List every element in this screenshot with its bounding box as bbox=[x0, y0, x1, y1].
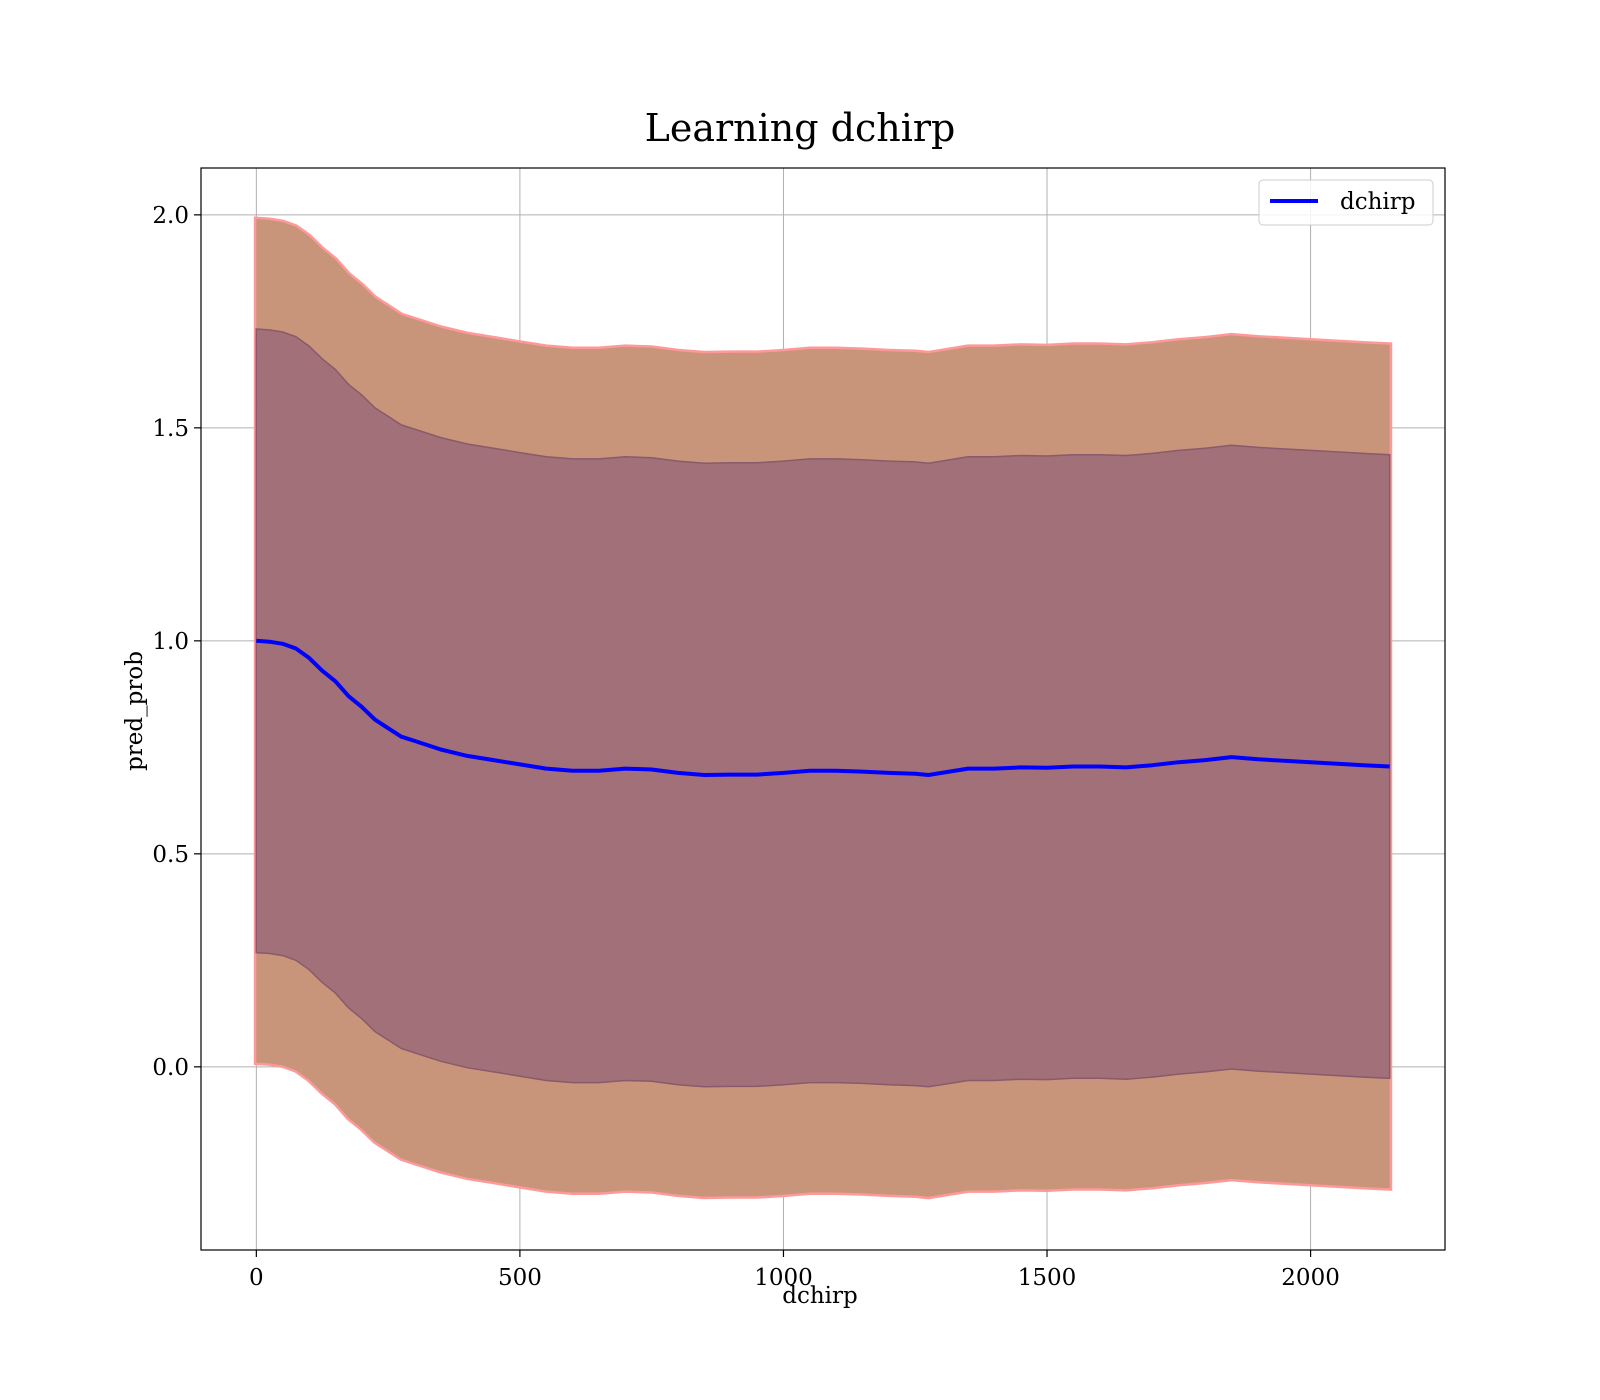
y-tick-label: 2.0 bbox=[152, 203, 189, 229]
y-axis-label: pred_prob bbox=[122, 651, 148, 771]
x-tick-label: 1000 bbox=[754, 1265, 813, 1291]
plot-frame bbox=[200, 167, 1446, 1251]
x-tick-label: 2000 bbox=[1281, 1265, 1340, 1291]
x-axis-label: dchirp bbox=[782, 1283, 858, 1309]
inner-band bbox=[255, 328, 1391, 1088]
legend: dchirp bbox=[1258, 179, 1434, 226]
x-tick-label: 0 bbox=[249, 1265, 264, 1291]
y-axis-ticks: 0.0 0.5 1.0 1.5 2.0 bbox=[152, 203, 201, 1081]
legend-label-dchirp: dchirp bbox=[1340, 189, 1416, 215]
x-tick-label: 1500 bbox=[1018, 1265, 1077, 1291]
y-tick-label: 1.5 bbox=[152, 416, 189, 442]
plot-area bbox=[201, 168, 1445, 1250]
y-tick-label: 1.0 bbox=[152, 629, 189, 655]
legend-box bbox=[1258, 179, 1434, 226]
series-line-dchirp bbox=[256, 638, 1390, 777]
y-tick-label: 0.5 bbox=[152, 842, 189, 868]
y-tick-label: 0.0 bbox=[152, 1055, 189, 1081]
x-axis-ticks: 0 500 1000 1500 2000 bbox=[249, 1250, 1340, 1291]
chart-title: Learning dchirp bbox=[645, 106, 956, 150]
x-tick-label: 500 bbox=[498, 1265, 542, 1291]
